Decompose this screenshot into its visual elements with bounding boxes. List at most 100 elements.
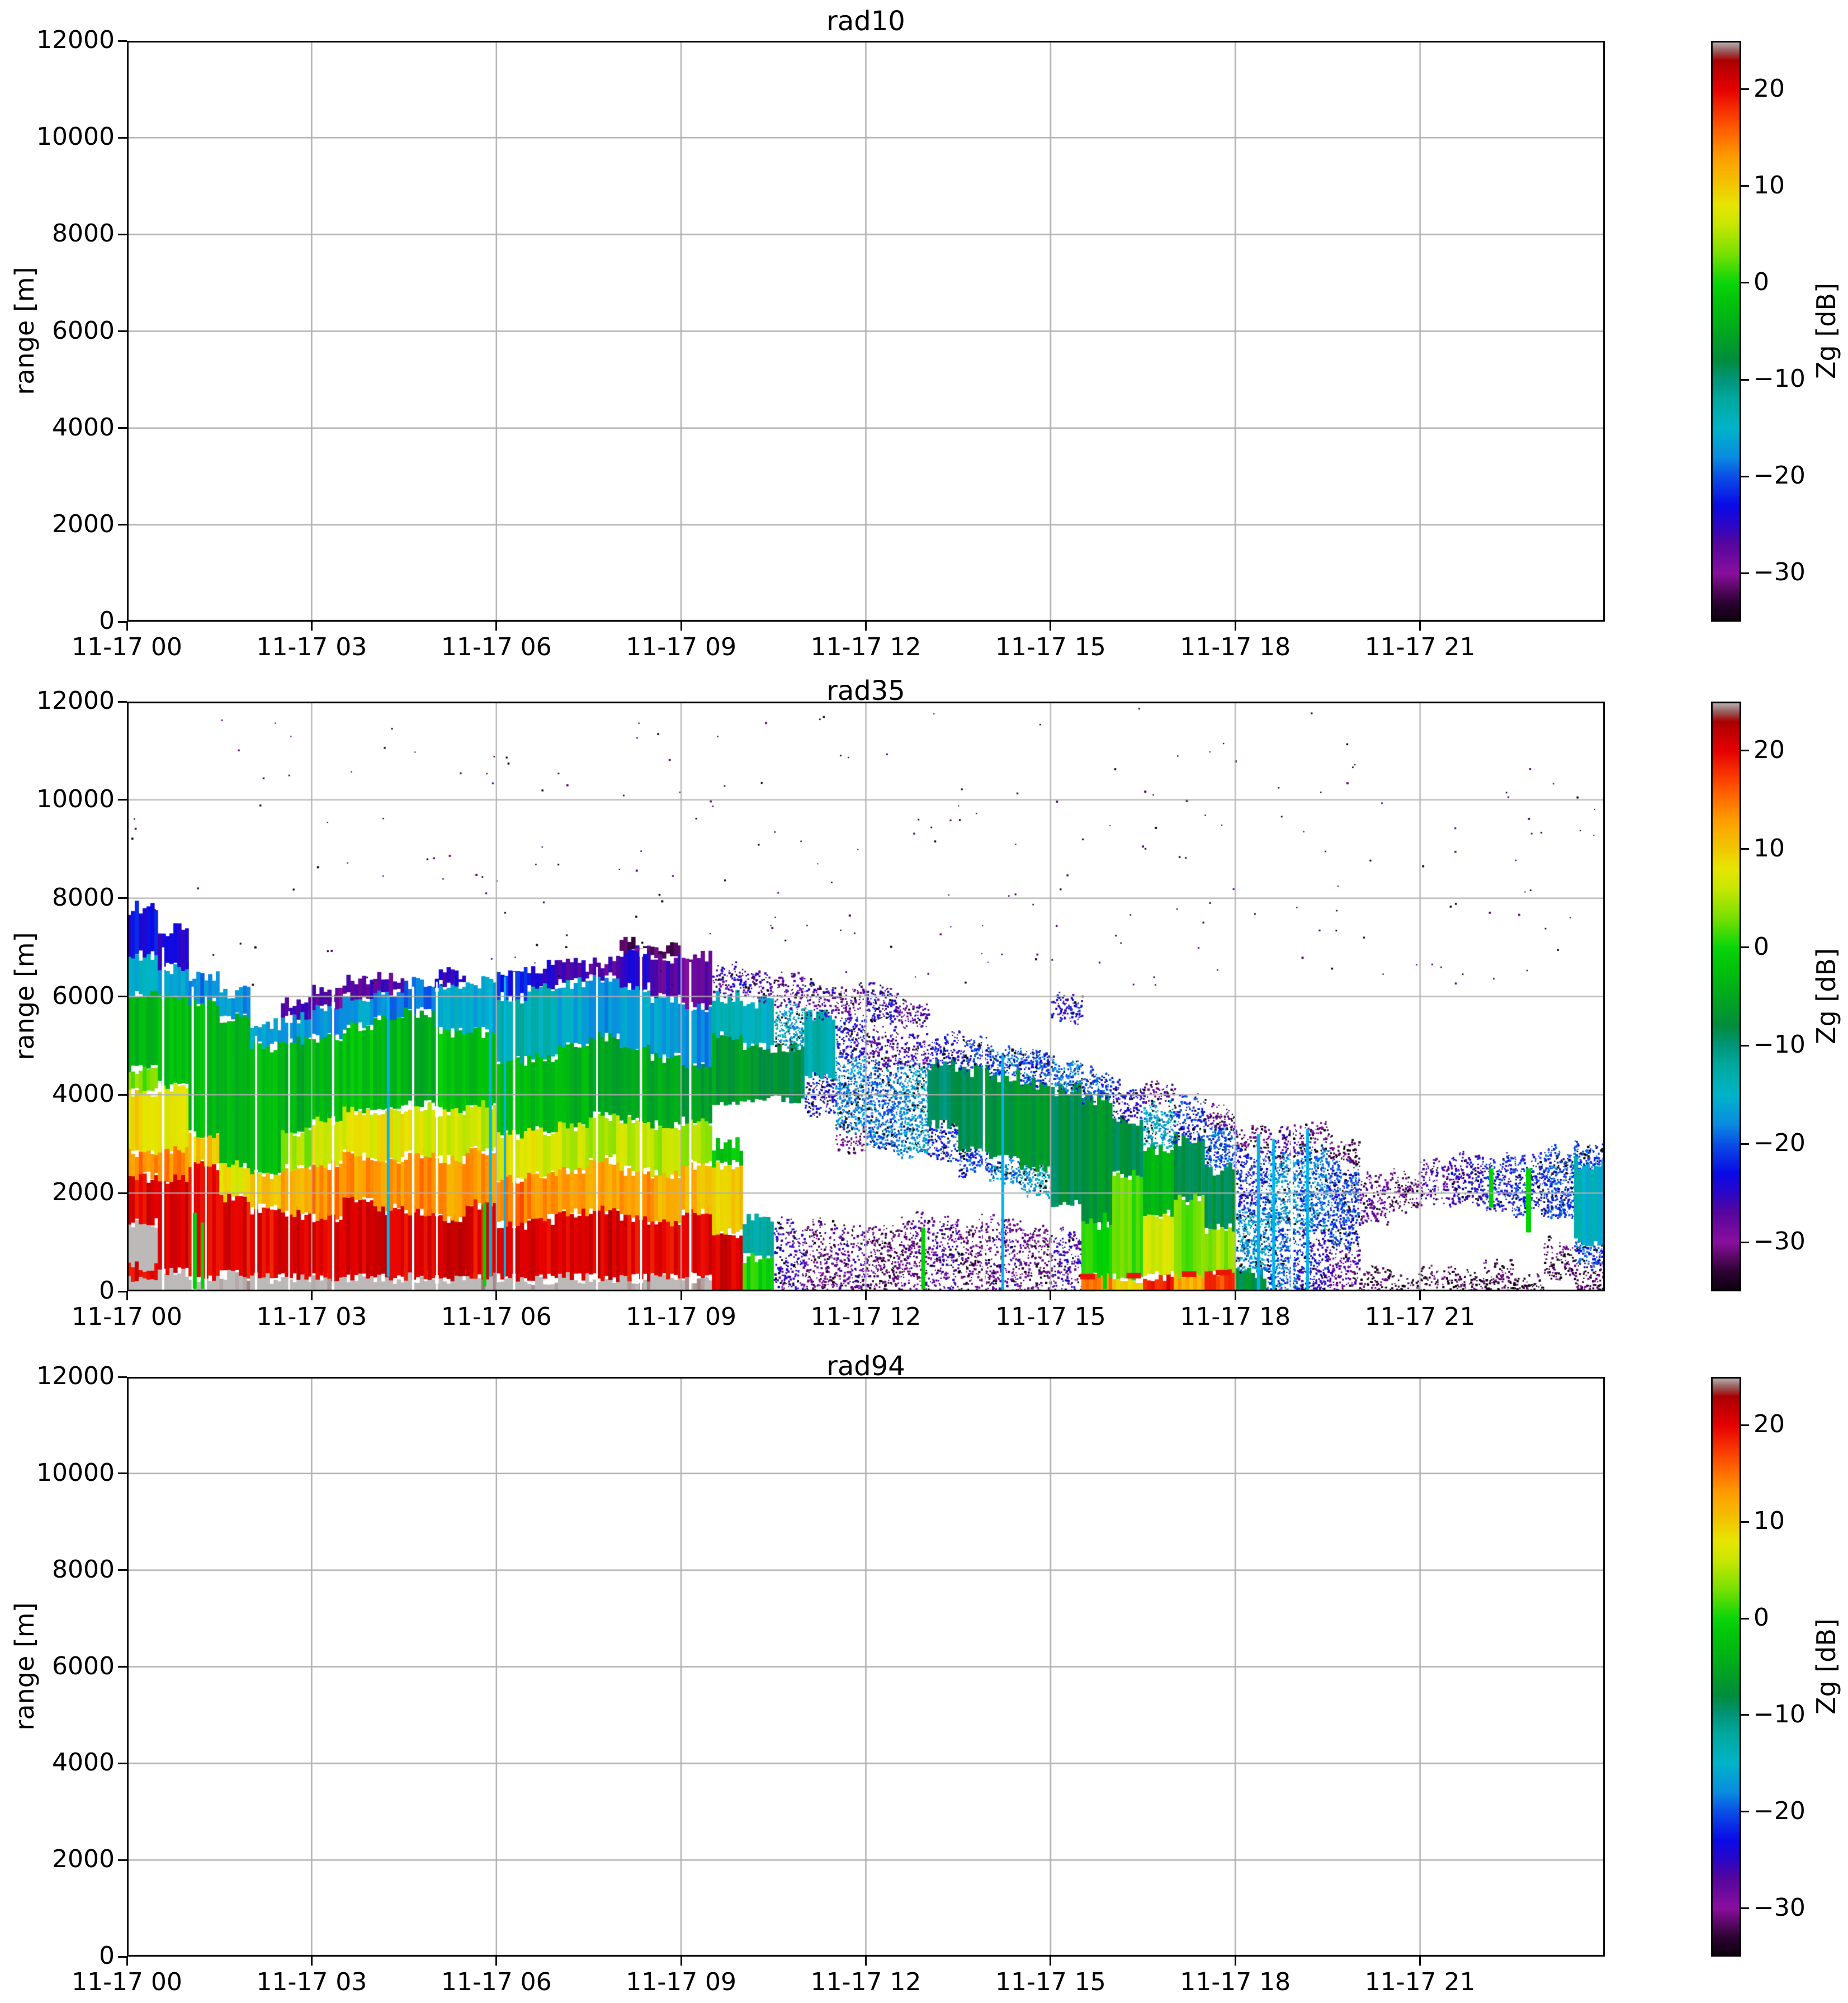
x-tick-label: 11-17 03 — [256, 1968, 367, 1996]
x-tick-mark — [680, 1957, 682, 1966]
colorbar-tick-mark — [1741, 88, 1749, 91]
y-tick-label: 10000 — [36, 784, 115, 813]
y-tick-label: 8000 — [52, 883, 115, 912]
y-tick-mark — [118, 1192, 127, 1194]
x-tick-label: 11-17 06 — [441, 1303, 552, 1331]
x-tick-mark — [865, 1291, 867, 1300]
x-tick-label: 11-17 09 — [626, 1968, 737, 1996]
x-tick-mark — [495, 1291, 498, 1300]
colorbar-tick-label: 10 — [1754, 1507, 1785, 1536]
y-tick-mark — [118, 1472, 127, 1475]
y-tick-label: 6000 — [52, 316, 115, 345]
colorbar-tick-label: −10 — [1754, 364, 1806, 394]
x-tick-mark — [1234, 622, 1236, 631]
y-tick-label: 8000 — [52, 1555, 115, 1584]
colorbar-tick-mark — [1741, 750, 1749, 752]
x-tick-label: 11-17 00 — [72, 633, 182, 661]
x-tick-mark — [126, 1957, 128, 1966]
colorbar-tick-label: −30 — [1754, 558, 1806, 587]
y-tick-label: 12000 — [36, 26, 115, 54]
x-tick-label: 11-17 03 — [256, 1303, 367, 1331]
y-tick-mark — [118, 799, 127, 801]
x-tick-label: 11-17 00 — [72, 1968, 182, 1996]
colorbar-tick-mark — [1741, 1143, 1749, 1145]
x-tick-label: 11-17 06 — [441, 633, 552, 661]
y-tick-label: 2000 — [52, 1178, 115, 1207]
colorbar-tick-mark — [1741, 1521, 1749, 1523]
colorbar-tick-mark — [1741, 1044, 1749, 1047]
x-tick-label: 11-17 15 — [995, 1303, 1106, 1331]
colorbar-tick-label: 0 — [1754, 932, 1769, 961]
colorbar-tick-mark — [1741, 1241, 1749, 1243]
colorbar-tick-mark — [1741, 282, 1749, 284]
x-tick-label: 11-17 15 — [995, 1968, 1106, 1996]
colorbar-tick-mark — [1741, 1907, 1749, 1910]
x-tick-label: 11-17 09 — [626, 1303, 737, 1331]
colorbar-tick-label: 20 — [1754, 1410, 1785, 1439]
y-tick-label: 4000 — [52, 1748, 115, 1777]
y-tick-mark — [118, 1859, 127, 1861]
x-tick-mark — [1050, 622, 1052, 631]
colorbar-tick-mark — [1741, 1714, 1749, 1716]
x-tick-mark — [495, 1957, 498, 1966]
x-tick-label: 11-17 12 — [810, 1968, 921, 1996]
colorbar-tick-label: 10 — [1754, 171, 1785, 200]
x-tick-mark — [1050, 1957, 1052, 1966]
x-tick-label: 11-17 12 — [810, 633, 921, 661]
x-tick-label: 11-17 21 — [1364, 1303, 1476, 1331]
y-tick-label: 8000 — [52, 219, 115, 248]
x-tick-mark — [126, 1291, 128, 1300]
x-tick-label: 11-17 15 — [995, 633, 1106, 661]
y-tick-mark — [118, 1955, 127, 1958]
colorbar-tick-label: −10 — [1754, 1699, 1806, 1729]
x-tick-label: 11-17 00 — [72, 1303, 182, 1331]
colorbar-tick-label: 0 — [1754, 1603, 1769, 1632]
x-tick-label: 11-17 18 — [1180, 1968, 1291, 1996]
y-tick-mark — [118, 524, 127, 526]
y-tick-label: 0 — [99, 1276, 115, 1305]
x-tick-mark — [310, 622, 313, 631]
colorbar-tick-mark — [1741, 1811, 1749, 1813]
subplot-rad94-title: rad94 — [826, 1351, 905, 1382]
colorbar-tick-mark — [1741, 1617, 1749, 1620]
y-tick-label: 4000 — [52, 1079, 115, 1109]
y-tick-mark — [118, 1762, 127, 1764]
y-tick-label: 2000 — [52, 509, 115, 538]
colorbar-tick-label: −20 — [1754, 1129, 1806, 1158]
y-tick-label: 6000 — [52, 1651, 115, 1680]
subplot-rad10-plot-area — [127, 41, 1605, 622]
x-tick-mark — [310, 1291, 313, 1300]
y-tick-label: 2000 — [52, 1845, 115, 1874]
x-tick-mark — [680, 622, 682, 631]
x-tick-label: 11-17 18 — [1180, 1303, 1291, 1331]
colorbar-tick-label: 20 — [1754, 735, 1785, 764]
y-tick-mark — [118, 1290, 127, 1292]
x-tick-label: 11-17 21 — [1364, 633, 1476, 661]
y-tick-mark — [118, 233, 127, 235]
colorbar-tick-mark — [1741, 946, 1749, 949]
y-tick-label: 4000 — [52, 413, 115, 442]
y-tick-label: 6000 — [52, 981, 115, 1010]
colorbar-tick-label: −10 — [1754, 1030, 1806, 1059]
y-tick-mark — [118, 427, 127, 429]
x-tick-mark — [1419, 622, 1421, 631]
subplot-rad35-heatmap — [127, 702, 1605, 1291]
colorbar-tick-mark — [1741, 1424, 1749, 1426]
y-tick-mark — [118, 330, 127, 332]
y-tick-mark — [118, 1569, 127, 1571]
y-tick-mark — [118, 1093, 127, 1096]
y-tick-mark — [118, 996, 127, 997]
colorbar-tick-mark — [1741, 185, 1749, 187]
x-tick-label: 11-17 12 — [810, 1303, 921, 1331]
y-tick-label: 0 — [99, 1942, 115, 1970]
x-tick-label: 11-17 18 — [1180, 633, 1291, 661]
colorbar-rad94 — [1711, 1377, 1741, 1957]
x-tick-label: 11-17 21 — [1364, 1968, 1476, 1996]
x-tick-mark — [1234, 1291, 1236, 1300]
colorbar-tick-label: 0 — [1754, 267, 1769, 296]
subplot-rad10-title: rad10 — [826, 6, 905, 37]
x-tick-mark — [680, 1291, 682, 1300]
y-tick-label: 10000 — [36, 1458, 115, 1487]
subplot-rad94-plot-area — [127, 1377, 1605, 1957]
